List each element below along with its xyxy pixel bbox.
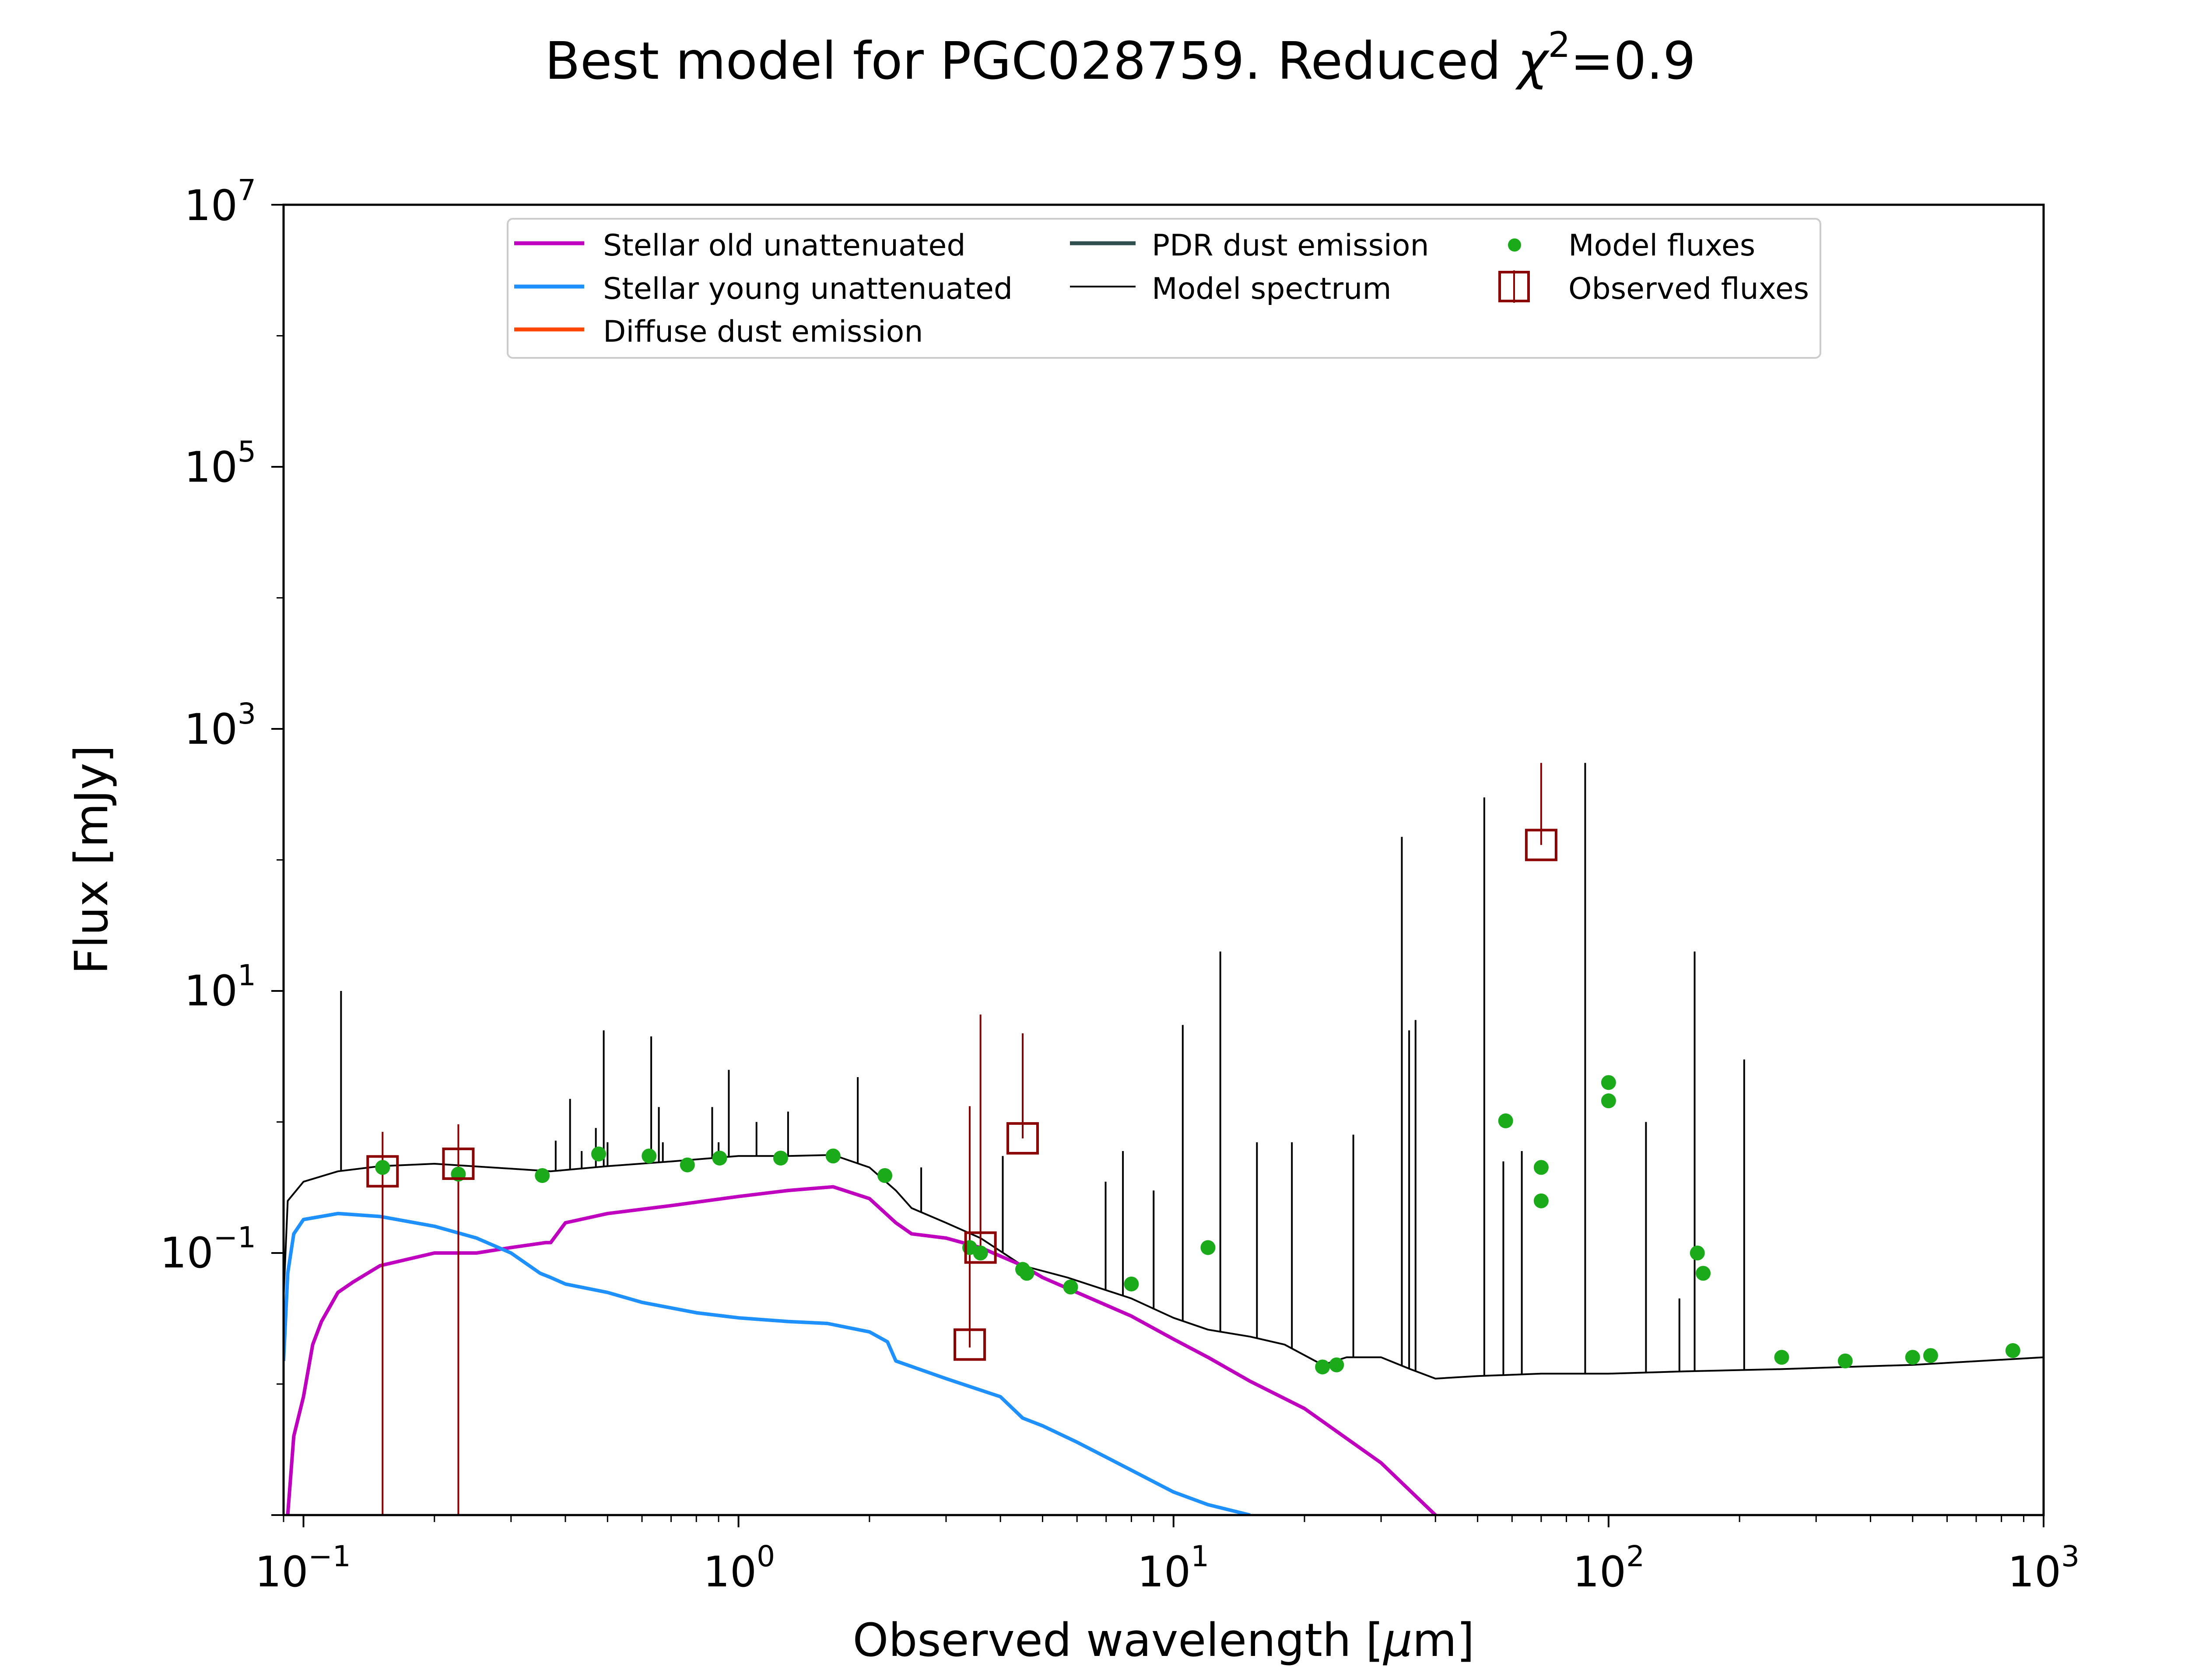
- series-line-model-spectrum: [284, 1154, 2044, 1380]
- model-flux-point: [375, 1160, 390, 1175]
- series-line-stellar-old-unattenuated: [286, 1185, 1437, 1515]
- x-tick-labels: 10−1 100 101 102 103: [255, 1540, 2079, 1596]
- legend: Stellar old unattenuated Stellar young u…: [507, 218, 1821, 359]
- legend-swatch-model-fluxes: [1508, 238, 1521, 252]
- model-flux-point: [591, 1146, 607, 1162]
- y-tick-label: 105: [184, 435, 256, 492]
- x-tick-label: 102: [1573, 1540, 1645, 1596]
- model-flux-point: [1329, 1357, 1344, 1372]
- model-flux-point: [680, 1157, 695, 1172]
- model-flux-point: [877, 1168, 893, 1183]
- emission-lines: [340, 763, 1745, 1376]
- plot-area: [284, 763, 2044, 1515]
- legend-box: [507, 218, 1821, 359]
- x-tick-label: 101: [1137, 1540, 1209, 1596]
- legend-label: Observed fluxes: [1568, 272, 1809, 306]
- y-axis-label: Flux [mJy]: [65, 745, 118, 974]
- model-flux-point: [1533, 1160, 1549, 1175]
- legend-label: Model fluxes: [1568, 228, 1755, 263]
- observed-flux-marker: [442, 1147, 475, 1180]
- x-axis-label: Observed wavelength [μm]: [853, 1614, 1475, 1667]
- model-flux-point: [1774, 1350, 1789, 1365]
- model-flux-point: [1905, 1350, 1920, 1365]
- y-tick-label: 103: [184, 697, 256, 754]
- y-tick-label: 101: [184, 959, 256, 1015]
- observed-flux-marker: [366, 1155, 399, 1188]
- model-flux-point: [1533, 1193, 1549, 1208]
- model-flux-point: [1124, 1276, 1139, 1292]
- legend-label: PDR dust emission: [1152, 228, 1429, 263]
- legend-label: Stellar old unattenuated: [603, 228, 966, 263]
- observed-flux-marker: [953, 1328, 986, 1361]
- observed-error-bars: [382, 763, 1542, 1515]
- model-flux-point: [973, 1246, 988, 1260]
- model-flux-point: [1601, 1075, 1616, 1090]
- x-tick-label: 100: [703, 1540, 775, 1596]
- x-tick-label: 103: [2008, 1540, 2079, 1596]
- model-flux-point: [642, 1148, 657, 1164]
- legend-label: Model spectrum: [1152, 272, 1392, 306]
- model-flux-point: [1200, 1240, 1216, 1255]
- observed-flux-marker: [1006, 1122, 1039, 1155]
- series-line-stellar-young-unattenuated: [284, 1211, 1251, 1515]
- model-flux-point: [1498, 1113, 1513, 1128]
- model-flux-point: [712, 1151, 727, 1166]
- y-tick-label: 10−1: [160, 1221, 256, 1278]
- y-tick-label: 107: [184, 173, 256, 230]
- model-flux-point: [773, 1151, 788, 1166]
- model-flux-point: [1601, 1093, 1616, 1109]
- legend-label: Stellar young unattenuated: [603, 272, 1013, 306]
- model-flux-point: [2005, 1343, 2020, 1358]
- y-tick-labels: 10−1 101 103 105 107: [160, 173, 256, 1278]
- chart-title: Best model for PGC028759. Reduced χ2=0.9: [545, 24, 1696, 91]
- observed-flux-marker: [1525, 829, 1557, 861]
- model-flux-point: [1923, 1348, 1938, 1363]
- model-flux-point: [1019, 1266, 1034, 1281]
- legend-label: Diffuse dust emission: [603, 315, 923, 349]
- model-flux-point: [1696, 1266, 1711, 1281]
- model-flux-point: [825, 1148, 841, 1164]
- model-flux-point: [1063, 1279, 1078, 1295]
- axis-ticks: [271, 204, 2044, 1527]
- model-flux-point: [1690, 1246, 1705, 1260]
- model-flux-point: [535, 1168, 550, 1183]
- observed-flux-marker: [964, 1231, 997, 1264]
- observed-flux-points: [366, 829, 1557, 1361]
- model-flux-point: [1837, 1353, 1853, 1368]
- series-curves: [284, 1154, 2044, 1515]
- x-tick-label: 10−1: [255, 1540, 351, 1596]
- model-flux-point: [1315, 1359, 1330, 1375]
